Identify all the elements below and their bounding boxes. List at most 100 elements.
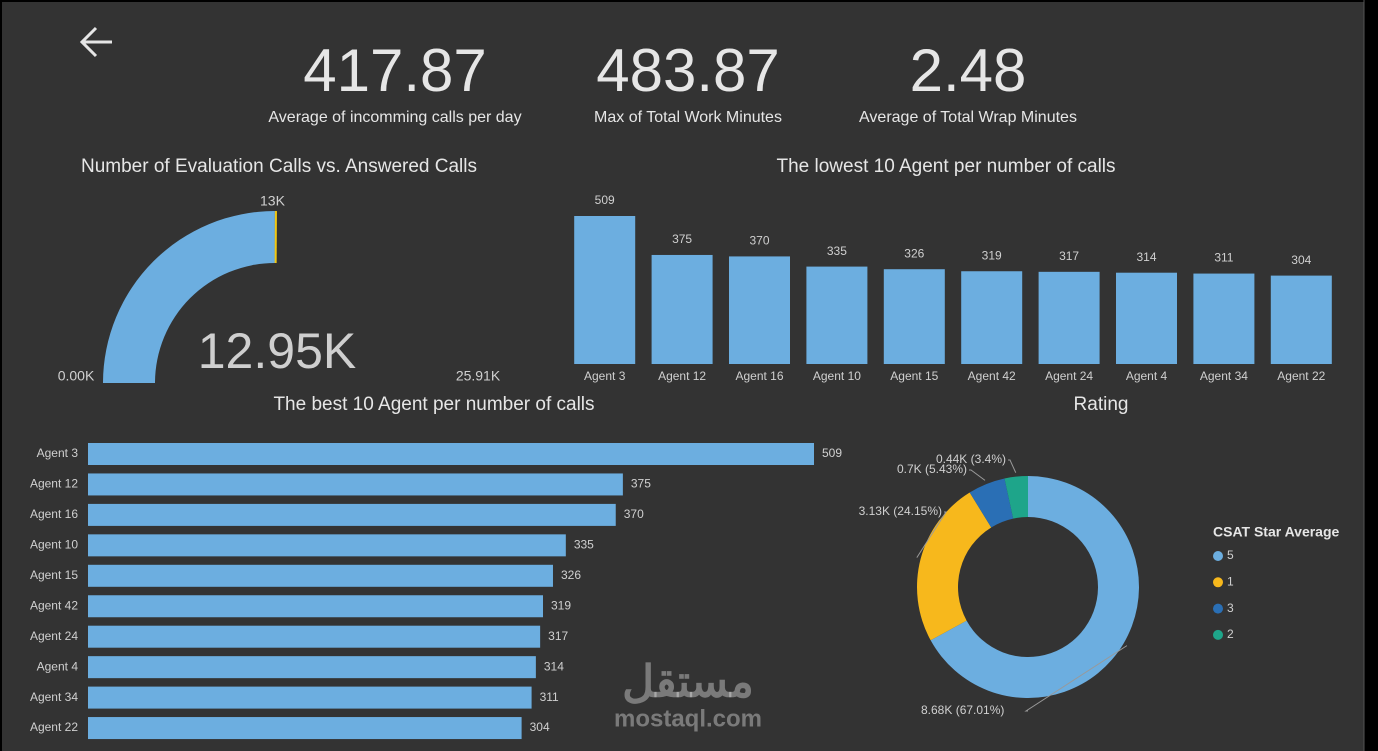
- data-label: 0.44K (3.4%): [936, 452, 1006, 466]
- data-label: 3.13K (24.15%): [859, 504, 942, 518]
- bar: [88, 625, 541, 648]
- bar: [88, 656, 536, 679]
- y-tick-label: Agent 4: [37, 659, 79, 673]
- leader-line: [1024, 645, 1128, 712]
- value-label: 335: [827, 244, 847, 258]
- value-label: 317: [548, 629, 568, 643]
- bar: [88, 595, 543, 618]
- leader-line: [969, 469, 986, 481]
- bar: [88, 717, 522, 740]
- y-tick-label: Agent 42: [30, 598, 78, 612]
- value-label: 370: [624, 507, 644, 521]
- back-button[interactable]: [79, 26, 112, 58]
- legend-marker: [1213, 577, 1223, 588]
- chart-title: The best 10 Agent per number of calls: [273, 394, 594, 415]
- x-tick-label: Agent 16: [735, 369, 783, 383]
- bar: [88, 503, 616, 526]
- gauge-fill: [103, 211, 275, 383]
- value-label: 311: [540, 690, 559, 704]
- value-label: 335: [574, 538, 594, 552]
- value-label: 314: [1136, 250, 1156, 264]
- y-tick-label: Agent 15: [30, 568, 78, 582]
- value-label: 370: [749, 234, 769, 248]
- value-label: 304: [530, 720, 550, 734]
- bar: [88, 443, 814, 465]
- legend-label: 1: [1227, 574, 1234, 588]
- x-tick-label: Agent 4: [1126, 369, 1168, 383]
- value-label: 304: [1291, 253, 1311, 267]
- legend-label: 3: [1227, 601, 1234, 615]
- donut-segment: [917, 492, 992, 641]
- x-tick-label: Agent 22: [1277, 369, 1325, 383]
- y-tick-label: Agent 12: [30, 477, 78, 491]
- y-tick-label: Agent 34: [30, 690, 78, 704]
- value-label: 319: [551, 598, 571, 612]
- bar: [883, 269, 945, 364]
- value-label: 509: [595, 193, 615, 207]
- x-tick-label: Agent 3: [584, 369, 626, 383]
- x-tick-label: Agent 10: [813, 369, 861, 383]
- legend-title: CSAT Star Average: [1213, 524, 1340, 540]
- legend-marker: [1213, 603, 1223, 614]
- gauge-max: 25.91K: [456, 368, 501, 384]
- value-label: 375: [631, 477, 651, 491]
- kpi-label: Average of incomming calls per day: [268, 109, 521, 126]
- bar: [1270, 275, 1332, 364]
- x-tick-label: Agent 12: [658, 369, 706, 383]
- value-label: 317: [1059, 249, 1079, 263]
- legend-marker: [1213, 551, 1223, 561]
- watermark: mostaql.com: [614, 705, 762, 732]
- bar: [88, 686, 532, 709]
- value-label: 375: [672, 232, 692, 246]
- value-label: 311: [1214, 251, 1233, 265]
- chart-title: Rating: [1074, 394, 1129, 415]
- x-tick-label: Agent 42: [968, 369, 1016, 383]
- kpi-value: 2.48: [910, 37, 1027, 104]
- x-tick-label: Agent 24: [1045, 369, 1093, 383]
- value-label: 314: [544, 659, 564, 673]
- bar: [806, 266, 868, 364]
- x-tick-label: Agent 34: [1200, 369, 1248, 383]
- donut-segment: [969, 478, 1014, 528]
- chart-title: The lowest 10 Agent per number of calls: [776, 156, 1115, 177]
- bar: [1116, 272, 1177, 364]
- kpi-value: 483.87: [596, 37, 780, 104]
- y-tick-label: Agent 16: [30, 507, 78, 521]
- leader-line: [916, 511, 947, 558]
- bar: [961, 271, 1023, 364]
- y-tick-label: Agent 22: [30, 720, 78, 734]
- legend-label: 5: [1227, 548, 1234, 562]
- watermark: مستقل: [622, 658, 754, 707]
- bar: [88, 473, 623, 496]
- x-tick-label: Agent 15: [890, 369, 938, 383]
- bar: [1193, 273, 1255, 364]
- bar: [651, 254, 713, 364]
- bar: [574, 216, 636, 364]
- leader-line: [1008, 459, 1017, 473]
- y-tick-label: Agent 3: [37, 446, 79, 460]
- value-label: 319: [982, 248, 1002, 262]
- value-label: 509: [822, 446, 842, 460]
- kpi-label: Average of Total Wrap Minutes: [859, 109, 1077, 126]
- bar: [729, 256, 790, 364]
- bar: [88, 534, 566, 557]
- gauge-value: 12.95K: [198, 323, 356, 379]
- y-tick-label: Agent 10: [30, 538, 78, 552]
- legend-label: 2: [1227, 627, 1234, 641]
- y-tick-label: Agent 24: [30, 629, 78, 643]
- bar: [88, 564, 553, 587]
- chart-title: Number of Evaluation Calls vs. Answered …: [81, 156, 477, 177]
- kpi-label: Max of Total Work Minutes: [594, 109, 782, 126]
- gauge-target-label: 13K: [260, 193, 286, 209]
- back-arrow[interactable]: [79, 26, 112, 58]
- donut-segment: [930, 476, 1140, 699]
- data-label: 8.68K (67.01%): [921, 703, 1004, 717]
- value-label: 326: [904, 246, 924, 260]
- legend-marker: [1213, 629, 1223, 640]
- kpi-value: 417.87: [303, 37, 487, 104]
- gauge-min: 0.00K: [58, 368, 95, 384]
- value-label: 326: [561, 568, 581, 582]
- bar: [1038, 271, 1100, 364]
